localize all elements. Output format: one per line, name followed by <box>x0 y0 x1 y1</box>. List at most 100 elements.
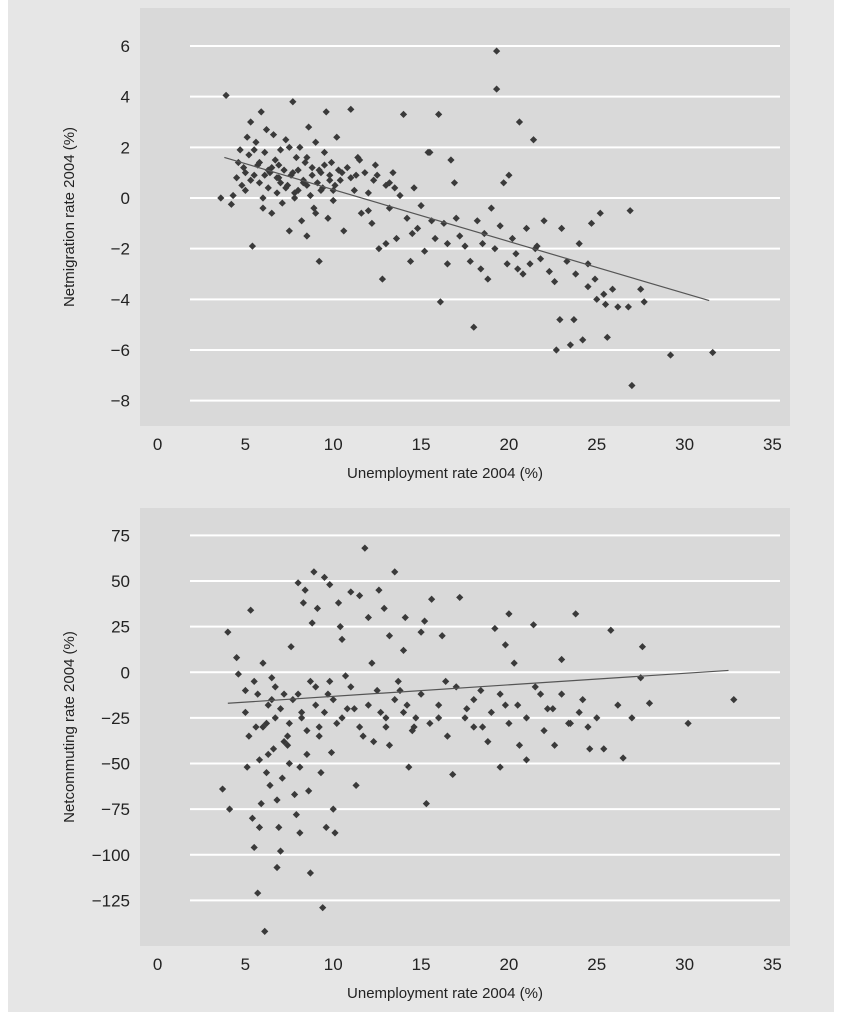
data-point <box>241 686 250 695</box>
data-point <box>245 732 253 740</box>
data-point <box>593 295 601 303</box>
data-point <box>456 232 464 240</box>
data-point <box>435 110 443 118</box>
data-point <box>515 741 524 749</box>
data-point <box>382 723 390 731</box>
data-point <box>273 796 281 804</box>
data-point <box>575 708 583 716</box>
y-tick-label: 4 <box>121 88 130 107</box>
data-point <box>283 732 292 740</box>
data-point <box>261 148 269 156</box>
data-point <box>305 787 313 795</box>
data-point <box>405 763 413 771</box>
data-point <box>255 179 264 187</box>
data-point <box>587 219 596 227</box>
data-point <box>280 166 288 174</box>
data-point <box>347 105 355 113</box>
data-point <box>510 659 518 667</box>
data-point <box>243 763 251 771</box>
data-point <box>556 316 564 324</box>
data-point <box>250 677 258 685</box>
data-point <box>255 823 264 831</box>
data-point <box>343 705 351 713</box>
y-tick-label: −25 <box>101 709 130 728</box>
x-tick-label: 35 <box>763 955 782 974</box>
data-point <box>364 207 372 215</box>
data-point <box>422 800 430 808</box>
data-point <box>285 227 293 235</box>
x-tick-label: 30 <box>675 435 694 454</box>
data-point <box>317 769 325 777</box>
data-point <box>355 723 364 731</box>
y-tick-label: 0 <box>121 663 130 682</box>
data-point <box>420 247 429 255</box>
data-point <box>614 303 622 311</box>
data-point <box>276 705 285 713</box>
data-point <box>340 227 348 235</box>
data-point <box>684 719 692 727</box>
x-tick-label: 10 <box>324 955 343 974</box>
data-point <box>478 240 487 248</box>
data-point <box>450 179 459 187</box>
data-point <box>347 588 355 596</box>
data-point <box>306 677 315 685</box>
data-point <box>603 333 611 341</box>
data-point <box>350 186 358 194</box>
data-point <box>276 847 285 855</box>
y-tick-label: 6 <box>121 37 130 56</box>
data-point <box>440 219 448 227</box>
x-tick-label: 35 <box>763 435 782 454</box>
data-point <box>378 275 387 283</box>
data-point <box>413 224 422 232</box>
data-point <box>515 118 524 126</box>
data-point <box>558 655 566 664</box>
data-point <box>241 169 250 177</box>
data-point <box>276 179 285 187</box>
data-point <box>271 714 279 722</box>
data-point <box>262 769 271 777</box>
x-tick-label: 0 <box>153 435 162 454</box>
data-point <box>452 683 460 691</box>
data-point <box>640 298 648 306</box>
data-point <box>626 207 634 215</box>
data-point <box>477 265 485 273</box>
data-point <box>484 738 492 746</box>
data-point <box>449 770 457 779</box>
data-point <box>255 756 264 764</box>
data-point <box>514 265 522 273</box>
data-point <box>261 171 269 179</box>
data-point <box>324 214 332 222</box>
data-point <box>628 381 636 390</box>
data-point <box>410 184 418 192</box>
y-tick-label: −100 <box>92 846 130 865</box>
data-point <box>305 123 313 131</box>
data-point <box>255 158 264 167</box>
data-point <box>247 118 255 126</box>
x-tick-label: 25 <box>587 955 606 974</box>
data-point <box>317 169 325 177</box>
data-point <box>326 677 334 685</box>
data-point <box>289 98 297 106</box>
y-tick-label: −4 <box>111 290 130 309</box>
data-point <box>275 823 283 831</box>
data-point <box>375 245 383 253</box>
x-axis-label: Unemployment rate 2004 (%) <box>347 985 543 1002</box>
data-point <box>531 683 539 691</box>
data-point <box>269 745 278 753</box>
data-point <box>268 209 276 217</box>
data-point <box>505 610 513 618</box>
data-point <box>269 131 278 139</box>
data-point <box>285 143 293 151</box>
data-point <box>238 181 246 189</box>
data-point <box>352 781 360 789</box>
data-point <box>327 748 336 757</box>
chart-panel-1: −8 −6 −4 −2 0 2 4 6 0 5 10 15 20 25 30 35 Unemployment r… <box>61 8 790 482</box>
data-point <box>394 677 402 685</box>
data-point <box>225 805 234 813</box>
data-point <box>382 181 390 189</box>
data-point <box>294 690 302 698</box>
data-point <box>522 224 531 232</box>
data-point <box>391 184 399 192</box>
x-tick-label: 20 <box>499 955 518 974</box>
y-tick-label: −6 <box>111 341 130 360</box>
